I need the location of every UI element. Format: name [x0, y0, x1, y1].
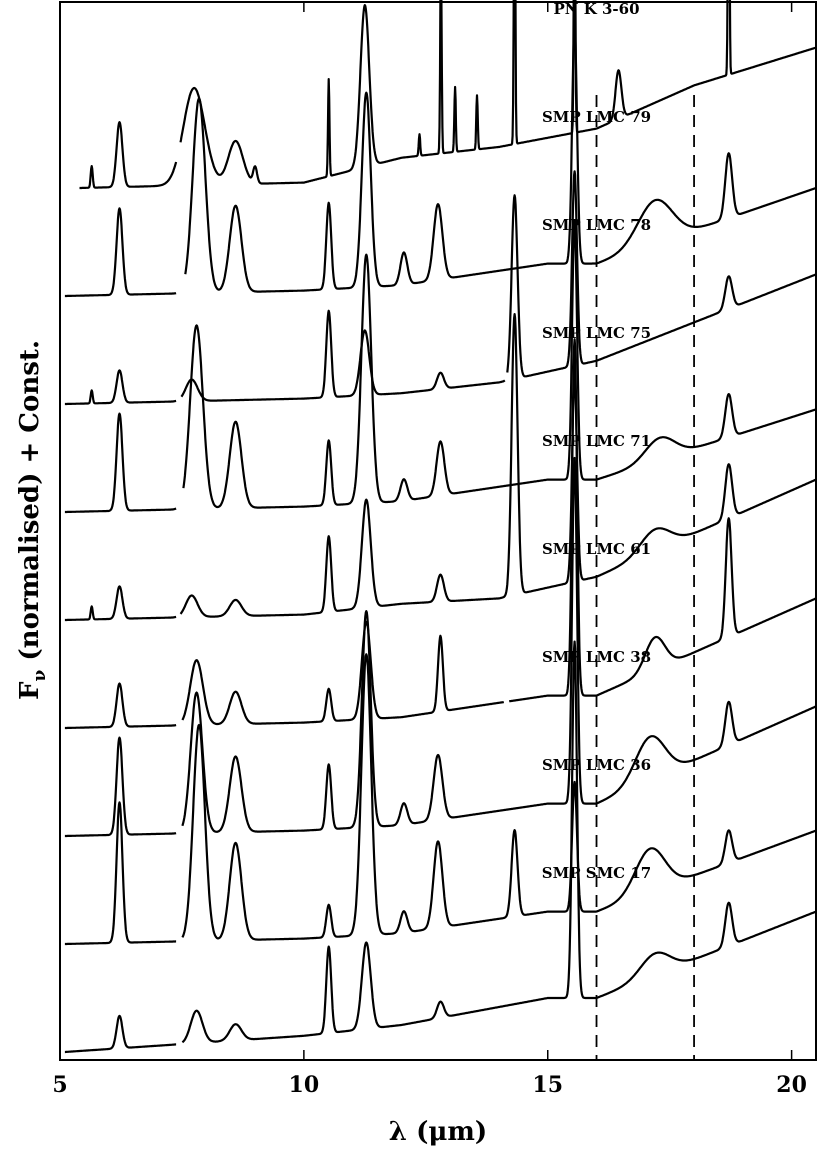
x-tick-label: 15	[532, 1072, 563, 1098]
series-label-4: SMP LMC 75	[542, 324, 651, 342]
spectrum-series-6	[64, 338, 817, 730]
x-axis-title: λ (μm)	[389, 1117, 487, 1147]
y-axis-title-main: F	[15, 681, 45, 700]
y-axis-title-rest: (normalised) + Const.	[15, 340, 45, 670]
series-label-5: SMP LMC 71	[542, 432, 651, 450]
spectrum-series-1	[78, 0, 817, 190]
series-label-3: SMP LMC 78	[542, 216, 651, 234]
spectrum-series-8	[64, 653, 817, 946]
y-axis-title-subscript: ν	[30, 669, 50, 681]
x-axis-ticks: 5 10 15 20	[52, 2, 807, 1098]
y-axis-title: Fν (normalised) + Const.	[15, 340, 50, 700]
series-label-9: SMP SMC 17	[542, 864, 651, 882]
plot-frame	[59, 1, 817, 1061]
spectrum-series-9	[64, 640, 817, 1054]
x-tick-label: 5	[52, 1072, 67, 1098]
series-label-2: SMP LMC 79	[542, 108, 651, 126]
x-tick-label: 10	[289, 1072, 320, 1098]
series-label-7: SMP LMC 38	[542, 648, 651, 666]
series-label-6: SMP LMC 61	[542, 540, 651, 558]
x-tick-label: 20	[776, 1072, 807, 1098]
spectrum-series-2	[64, 24, 817, 298]
reference-lines	[595, 95, 695, 1060]
spectrum-series-3	[64, 170, 817, 406]
series-label-8: SMP LMC 36	[542, 756, 651, 774]
series-label-1: PN K 3-60	[554, 0, 640, 18]
spectrum-series-5	[64, 313, 817, 622]
series-labels: PN K 3-60 SMP LMC 79 SMP LMC 78 SMP LMC 75 S…	[542, 0, 651, 882]
spectrum-series-4	[64, 219, 817, 514]
series-layer	[64, 0, 817, 1054]
spectrum-series-7	[64, 456, 817, 838]
